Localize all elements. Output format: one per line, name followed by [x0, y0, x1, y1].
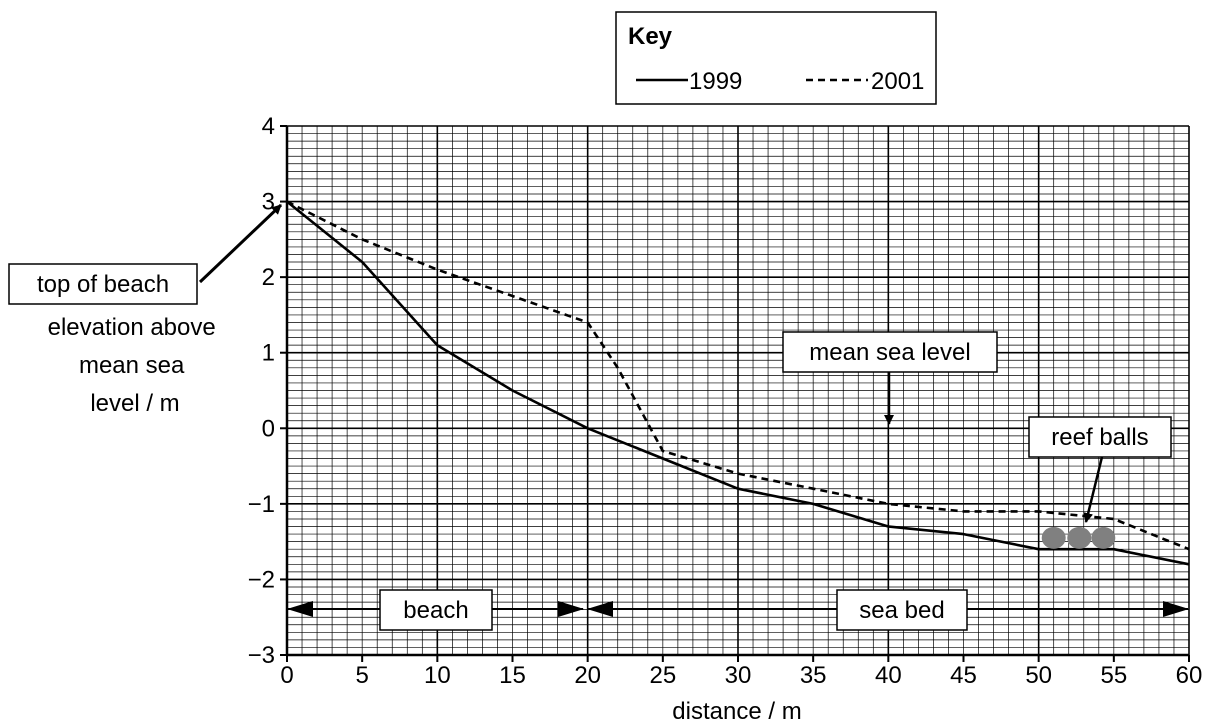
- reef-ball: [1091, 526, 1116, 549]
- y-axis-label-line-2: mean sea: [79, 352, 185, 379]
- y-axis-label: elevation above mean sea level / m: [48, 314, 223, 417]
- sea-bed-label: sea bed: [859, 597, 944, 624]
- y-axis-label-line-3: level / m: [90, 390, 179, 417]
- sea-bed-arrowhead-left: [587, 601, 613, 617]
- beach-label-box: [379, 589, 493, 631]
- y-tick-label: −3: [248, 642, 275, 669]
- legend-title: Key: [628, 23, 673, 50]
- x-tick-label: 50: [1025, 662, 1052, 689]
- top-of-beach-label: top of beach: [37, 271, 169, 298]
- annotation-top-of-beach: top of beach: [8, 203, 283, 305]
- mean-sea-level-label: mean sea level: [809, 339, 970, 366]
- legend: Key 1999 2001: [615, 11, 937, 105]
- annotation-reef-balls: reef balls: [1028, 416, 1172, 523]
- reef-balls-label: reef balls: [1051, 424, 1148, 451]
- chart-grid: [286, 125, 1190, 656]
- y-tick-label: 2: [262, 264, 275, 291]
- y-tick-label: 0: [262, 415, 275, 442]
- y-tick-label: −1: [248, 491, 275, 518]
- beach-arrowhead-left: [287, 601, 313, 617]
- x-tick-label: 25: [649, 662, 676, 689]
- legend-box: [615, 11, 937, 105]
- beach-label: beach: [403, 597, 468, 624]
- reef-ball: [1041, 526, 1066, 549]
- mean-sea-level-box: [782, 331, 998, 373]
- reef-ball: [1067, 526, 1092, 549]
- legend-label-1999: 1999: [689, 68, 742, 95]
- reef-balls: [1041, 526, 1116, 549]
- series-line-1999: [286, 200, 1190, 566]
- x-tick-label: 35: [800, 662, 827, 689]
- x-tick-label: 0: [280, 662, 293, 689]
- x-tick-label: 55: [1100, 662, 1127, 689]
- x-tick-label: 5: [355, 662, 368, 689]
- x-axis-label: distance / m: [672, 698, 801, 725]
- y-tick-label: 1: [262, 340, 275, 367]
- x-tick-label: 60: [1176, 662, 1203, 689]
- x-tick-label: 10: [424, 662, 451, 689]
- x-tick-label: 20: [574, 662, 601, 689]
- series-line-2001: [286, 200, 1190, 551]
- annotation-mean-sea-level: mean sea level: [782, 331, 998, 425]
- top-of-beach-box: [8, 263, 198, 305]
- reef-balls-arrow: [1083, 456, 1104, 523]
- sea-bed-arrowhead-right: [1163, 601, 1189, 617]
- y-tick-label: 4: [262, 113, 275, 140]
- legend-label-2001: 2001: [871, 68, 924, 95]
- x-tick-label: 30: [725, 662, 752, 689]
- reef-balls-box: [1028, 416, 1172, 458]
- chart-series: [286, 200, 1190, 566]
- top-of-beach-arrow: [198, 203, 283, 284]
- y-axis-label-line-1: elevation above: [48, 314, 216, 341]
- sea-bed-label-box: [836, 589, 968, 631]
- zone-beach: beach: [287, 589, 584, 631]
- x-tick-label: 45: [950, 662, 977, 689]
- beach-arrowhead-right: [558, 601, 584, 617]
- y-tick-label: −2: [248, 566, 275, 593]
- x-tick-label: 40: [875, 662, 902, 689]
- x-tick-label: 15: [499, 662, 526, 689]
- zone-sea-bed: sea bed: [587, 589, 1189, 631]
